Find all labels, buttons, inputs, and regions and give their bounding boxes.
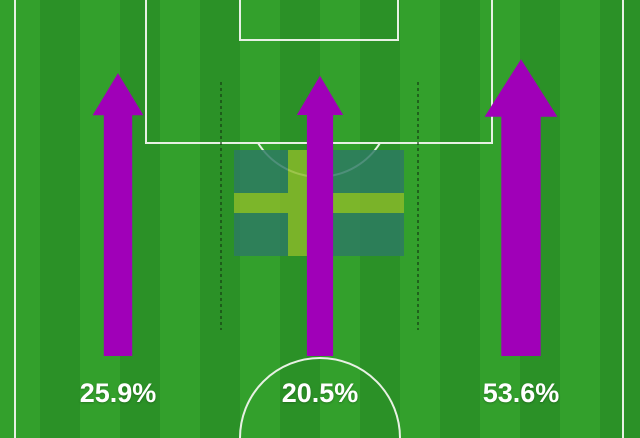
goal-box xyxy=(239,0,399,41)
pitch-stripe xyxy=(400,0,440,438)
pitch-stripe xyxy=(200,0,240,438)
percentage-label-centre: 20.5% xyxy=(281,378,359,408)
pitch-stripe xyxy=(0,0,40,438)
percentage-label-left: 25.9% xyxy=(79,378,157,408)
pitch-stripe xyxy=(600,0,640,438)
pitch-stripe xyxy=(440,0,480,438)
pitch-stripe xyxy=(560,0,600,438)
arrow-right xyxy=(484,59,558,356)
arrow-left xyxy=(92,73,144,356)
side-line-right xyxy=(622,0,624,438)
side-line-left xyxy=(14,0,16,438)
pitch-stripe xyxy=(40,0,80,438)
attack-direction-arrows xyxy=(92,59,558,357)
arrow-centre xyxy=(296,75,344,357)
pitch-stripe xyxy=(160,0,200,438)
centre-circle xyxy=(239,357,401,438)
percentage-label-right: 53.6% xyxy=(482,378,560,408)
